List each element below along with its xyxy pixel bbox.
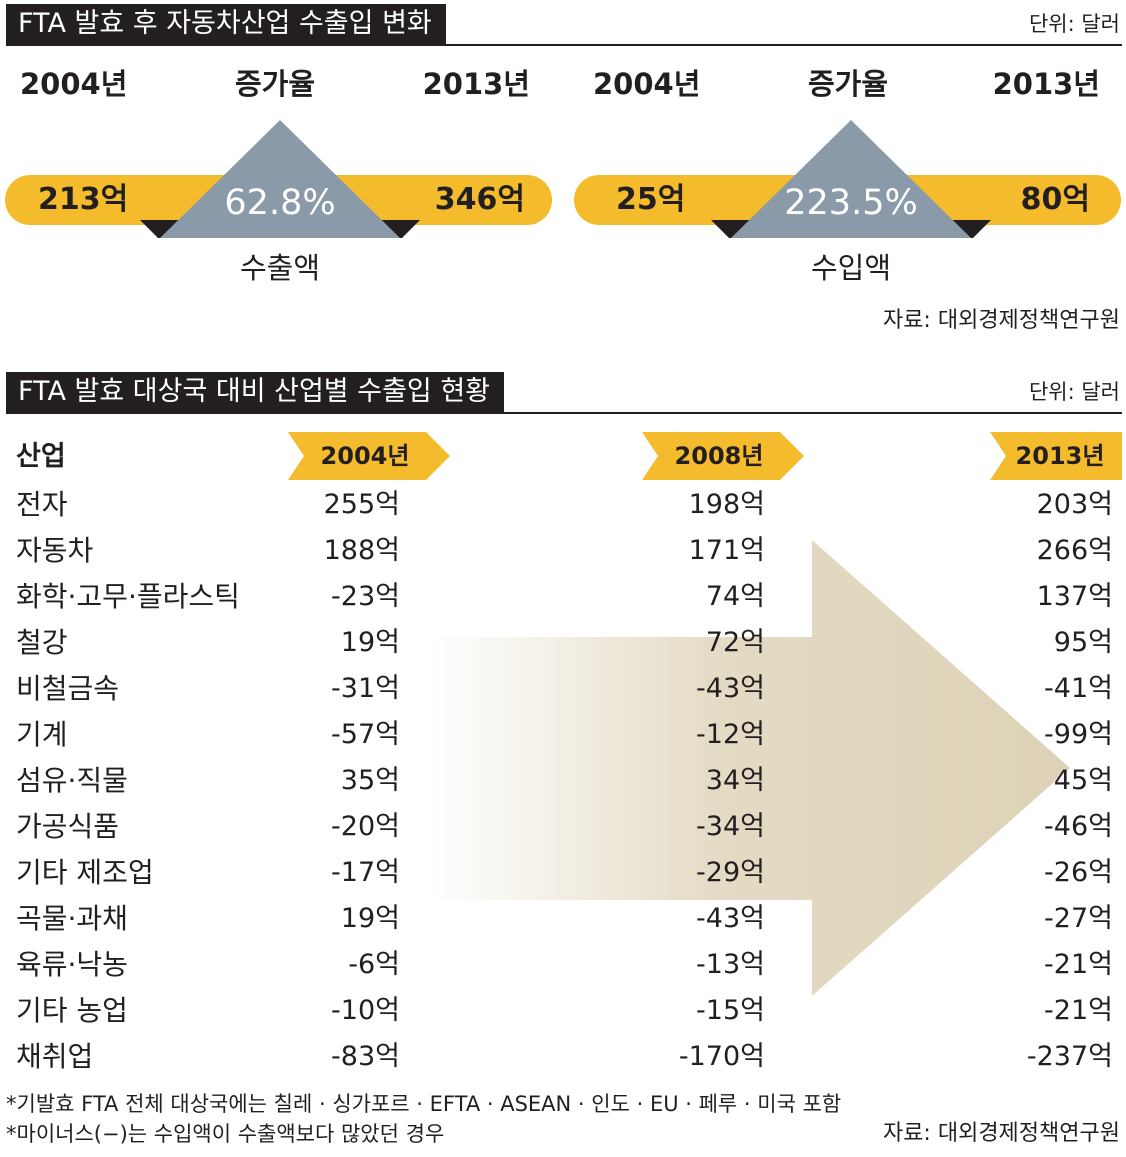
import-start-value: 25억 [616,182,686,217]
value-2013: -41억 [1044,673,1113,704]
table-row: 기타 제조업 -17억 -29억 -26억 [0,850,1126,896]
table-row: 육류·낙농 -6억 -13억 -21억 [0,942,1126,988]
value-2004: -20억 [331,811,400,842]
value-2004: -6억 [348,949,400,980]
value-2004: -17억 [331,857,400,888]
footnote-fta-partners: *기발효 FTA 전체 대상국에는 칠레 · 싱가포르 · EFTA · ASE… [6,1092,842,1116]
value-2008: -170억 [678,1041,765,1072]
value-2008: 34억 [705,765,765,796]
value-2013: -21억 [1044,949,1113,980]
table-row: 섬유·직물 35억 34억 45억 [0,758,1126,804]
value-2013: 95억 [1053,627,1113,658]
export-rate-label: 증가율 [234,67,316,101]
import-growth-triangle [731,120,971,238]
value-2004: 35억 [340,765,400,796]
value-2008: -15억 [696,995,765,1026]
year-tab-2008-label: 2008년 [674,442,764,470]
section1-titlebar: FTA 발효 후 자동차산업 수출입 변화 단위: 달러 [6,4,1122,46]
industry-name: 화학·고무·플라스틱 [16,580,240,613]
value-2013: -237억 [1026,1041,1113,1072]
value-2008: -43억 [696,673,765,704]
industry-name: 자동차 [16,534,94,567]
industry-name: 기타 제조업 [16,856,154,889]
table-row: 철강 19억 72억 95억 [0,620,1126,666]
export-growth-triangle [160,120,400,238]
table-row: 기타 농업 -10억 -15억 -21억 [0,988,1126,1034]
value-2013: -46억 [1044,811,1113,842]
value-2004: -57억 [331,719,400,750]
industry-name: 채취업 [16,1040,94,1073]
value-2004: -10억 [331,995,400,1026]
value-2004: 19억 [340,627,400,658]
year-tab-2013-label: 2013년 [1015,442,1105,470]
import-end-value: 80억 [1020,182,1090,217]
value-2013: -21억 [1044,995,1113,1026]
value-2004: 188억 [323,535,400,566]
value-2008: 74억 [705,581,765,612]
industry-name: 전자 [16,488,68,521]
export-start-value: 213억 [38,182,129,217]
table-row: 전자 255억 198억 203억 [0,482,1126,528]
value-2004: 255억 [323,489,400,520]
section2-title: FTA 발효 대상국 대비 산업별 수출입 현황 [6,372,505,412]
section2-unit: 단위: 달러 [1028,380,1120,404]
value-2013: -27억 [1044,903,1113,934]
value-2013: -26억 [1044,857,1113,888]
table-row: 곡물·과채 19억 -43억 -27억 [0,896,1126,942]
industry-name: 곡물·과채 [16,902,128,935]
value-2008: 198억 [688,489,765,520]
import-rate-label: 증가율 [807,67,889,101]
value-2008: -12억 [696,719,765,750]
value-2004: -23억 [331,581,400,612]
import-label: 수입액 [810,251,892,285]
section1-title: FTA 발효 후 자동차산업 수출입 변화 [6,4,446,44]
value-2008: -13억 [696,949,765,980]
table-row: 기계 -57억 -12억 -99억 [0,712,1126,758]
industry-name: 가공식품 [16,810,120,843]
export-label: 수출액 [239,251,321,285]
industry-name: 육류·낙농 [16,948,128,981]
value-2008: 72억 [705,627,765,658]
table-row: 채취업 -83억 -170억 -237억 [0,1034,1126,1080]
industry-name: 철강 [16,626,68,659]
section2-source: 자료: 대외경제정책연구원 [882,1121,1120,1146]
export-start-year: 2004년 [20,67,128,101]
value-2013: 266억 [1036,535,1113,566]
year-tab-2004-label: 2004년 [320,442,410,470]
table-row: 가공식품 -20억 -34억 -46억 [0,804,1126,850]
value-2004: -31억 [331,673,400,704]
section1-unit: 단위: 달러 [1028,12,1120,36]
section1-source: 자료: 대외경제정책연구원 [882,308,1120,333]
industry-name: 비철금속 [16,672,120,705]
value-2008: -43억 [696,903,765,934]
table-row: 비철금속 -31억 -43억 -41억 [0,666,1126,712]
import-start-year: 2004년 [593,67,701,101]
export-end-year: 2013년 [422,67,530,101]
section2-titlebar: FTA 발효 대상국 대비 산업별 수출입 현황 단위: 달러 [6,372,1122,414]
industry-column-header: 산업 [16,441,66,472]
value-2013: 203억 [1036,489,1113,520]
import-growth-rate: 223.5% [784,183,918,223]
table-row: 자동차 188억 171억 266억 [0,528,1126,574]
export-growth-rate: 62.8% [224,183,336,223]
footnote-minus: *마이너스(−)는 수입액이 수출액보다 많았던 경우 [6,1122,445,1146]
year-tab-2004 [288,432,450,480]
value-2013: 137억 [1036,581,1113,612]
table-row: 화학·고무·플라스틱 -23억 74억 137억 [0,574,1126,620]
year-tab-2008 [642,432,804,480]
value-2013: 45억 [1053,765,1113,796]
value-2004: -83억 [331,1041,400,1072]
value-2008: 171억 [688,535,765,566]
industry-name: 기타 농업 [16,994,128,1027]
value-2004: 19억 [340,903,400,934]
export-end-value: 346억 [434,182,525,217]
industry-name: 섬유·직물 [16,764,128,797]
value-2008: -34억 [696,811,765,842]
import-end-year: 2013년 [992,67,1100,101]
value-2013: -99억 [1044,719,1113,750]
industry-name: 기계 [16,718,68,751]
year-tab-2013 [990,432,1122,480]
value-2008: -29억 [696,857,765,888]
